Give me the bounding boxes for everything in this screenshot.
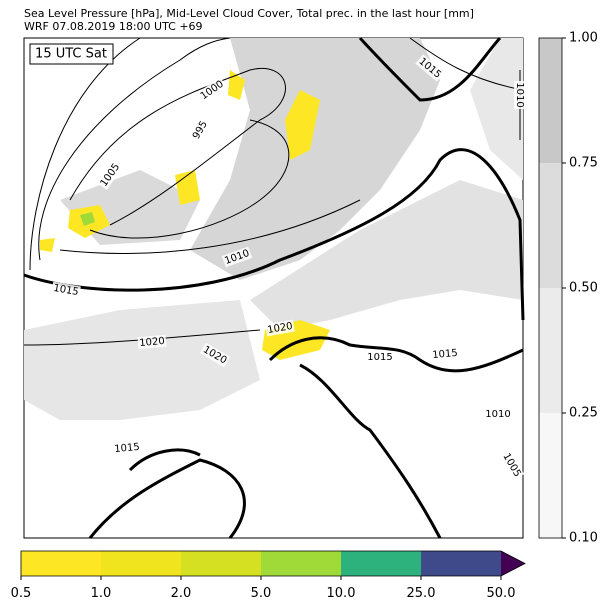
contour-label: 1010 (485, 409, 510, 420)
tick-label: 1.0 (91, 586, 112, 601)
tick-label: 25.0 (407, 586, 436, 601)
pressure-contours (23, 36, 525, 539)
contour-label-bg (197, 77, 227, 103)
title-line: WRF 07.08.2019 18:00 UTC +69 (24, 20, 203, 33)
contour-label-bg (199, 342, 231, 368)
contour-label-bg (112, 440, 142, 456)
tick-label: 5.0 (251, 586, 272, 601)
contour-label: 1020 (139, 336, 165, 349)
contour-label-bg (137, 334, 167, 350)
contour-label: 1015 (114, 442, 140, 455)
contour-label-bg (51, 281, 81, 299)
title-line: Sea Level Pressure [hPa], Mid-Level Clou… (24, 7, 474, 20)
tick-label: 0.75 (569, 156, 598, 171)
tick-label: 10.0 (327, 586, 356, 601)
tick-label: 0.10 (569, 531, 598, 546)
contour-label-bg (97, 160, 123, 190)
contour-label: 1015 (367, 352, 392, 363)
contour-label-bg (265, 319, 295, 337)
cloud-colorbar: 1.00 0.75 0.50 0.25 0.10 (538, 31, 598, 546)
time-box (29, 43, 114, 65)
contour-label: 1015 (52, 283, 79, 298)
tick-label: 0.5 (11, 586, 32, 601)
contour-label: 1015 (432, 348, 458, 361)
tick-label: 0.25 (569, 406, 598, 421)
precip-colorbar: 0.5 1.0 2.0 5.0 10.0 25.0 50.0 (11, 550, 526, 601)
contour-label-bg (415, 54, 445, 82)
contour-label-bg (499, 449, 525, 481)
time-label: 15 UTC Sat (35, 47, 107, 62)
contour-label-bg (187, 114, 213, 146)
contour-label-bg (366, 351, 394, 363)
contour-label-bg (221, 246, 253, 268)
tick-label: 50.0 (487, 586, 516, 601)
map: 1015101010009951005101010151020102010201… (23, 36, 526, 539)
contour-label-bg (484, 408, 512, 420)
contour-label-bg (514, 81, 526, 109)
contour-label-bg (430, 346, 460, 362)
tick-label: 0.50 (569, 281, 598, 296)
contour-label: 1020 (267, 321, 294, 336)
tick-label: 2.0 (171, 586, 192, 601)
tick-label: 1.00 (569, 31, 598, 46)
contour-label: 1010 (514, 82, 525, 107)
cloud-cover (24, 38, 523, 420)
precipitation-heavy (80, 212, 95, 226)
